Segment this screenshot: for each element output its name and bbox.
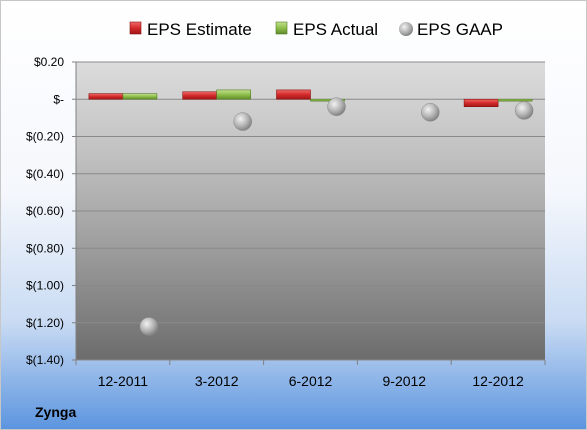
company-name: Zynga [35, 404, 76, 420]
bar-eps-actual [497, 98, 533, 102]
y-tick-label: $(0.80) [26, 241, 64, 255]
x-axis: 12-2011 3-2012 6-2012 9-2012 12-2012 [75, 360, 546, 389]
x-tick-label: 12-2012 [472, 373, 524, 389]
y-tick-label: $- [53, 92, 64, 106]
legend-item-gaap: EPS GAAP [399, 20, 503, 39]
bar-eps-actual [310, 98, 345, 102]
point-eps-gaap [139, 317, 159, 336]
bar-eps-actual [122, 93, 158, 100]
legend: EPS Estimate EPS Actual EPS GAAP [129, 20, 503, 39]
gaap-points [139, 97, 534, 336]
x-tick-label: 9-2012 [383, 373, 427, 389]
legend-swatch-gaap [399, 22, 413, 36]
point-eps-gaap [514, 101, 534, 120]
legend-swatch-estimate [129, 21, 142, 35]
bar-eps-estimate [276, 89, 311, 100]
bar-eps-estimate [182, 91, 217, 100]
y-tick-label: $(1.40) [26, 353, 64, 367]
legend-label-actual: EPS Actual [293, 20, 378, 39]
x-tick-label: 6-2012 [289, 373, 333, 389]
y-tick-label: $(1.00) [26, 279, 64, 293]
point-eps-gaap [327, 97, 346, 116]
bar-eps-actual [216, 89, 251, 100]
x-tick-label: 12-2011 [98, 373, 149, 389]
y-tick-label: $(0.40) [26, 167, 64, 181]
y-tick-label: $(0.60) [26, 204, 64, 218]
y-tick-label: $0.20 [34, 55, 64, 69]
x-tick-label: 3-2012 [195, 373, 239, 389]
point-eps-gaap [421, 103, 440, 122]
legend-label-gaap: EPS GAAP [417, 20, 503, 39]
legend-item-estimate: EPS Estimate [129, 20, 252, 39]
bar-eps-estimate [463, 98, 499, 107]
y-tick-label: $(0.20) [26, 130, 64, 144]
bar-series [88, 89, 533, 107]
y-axis: $0.20 $- $(0.20) $(0.40) $(0.60) $(0.80) $(1.0… [26, 55, 77, 367]
legend-item-actual: EPS Actual [275, 20, 378, 39]
y-tick-label: $(1.20) [26, 316, 64, 330]
bar-eps-estimate [88, 93, 124, 100]
legend-swatch-actual [275, 21, 288, 35]
legend-label-estimate: EPS Estimate [147, 20, 252, 39]
point-eps-gaap [233, 112, 252, 131]
